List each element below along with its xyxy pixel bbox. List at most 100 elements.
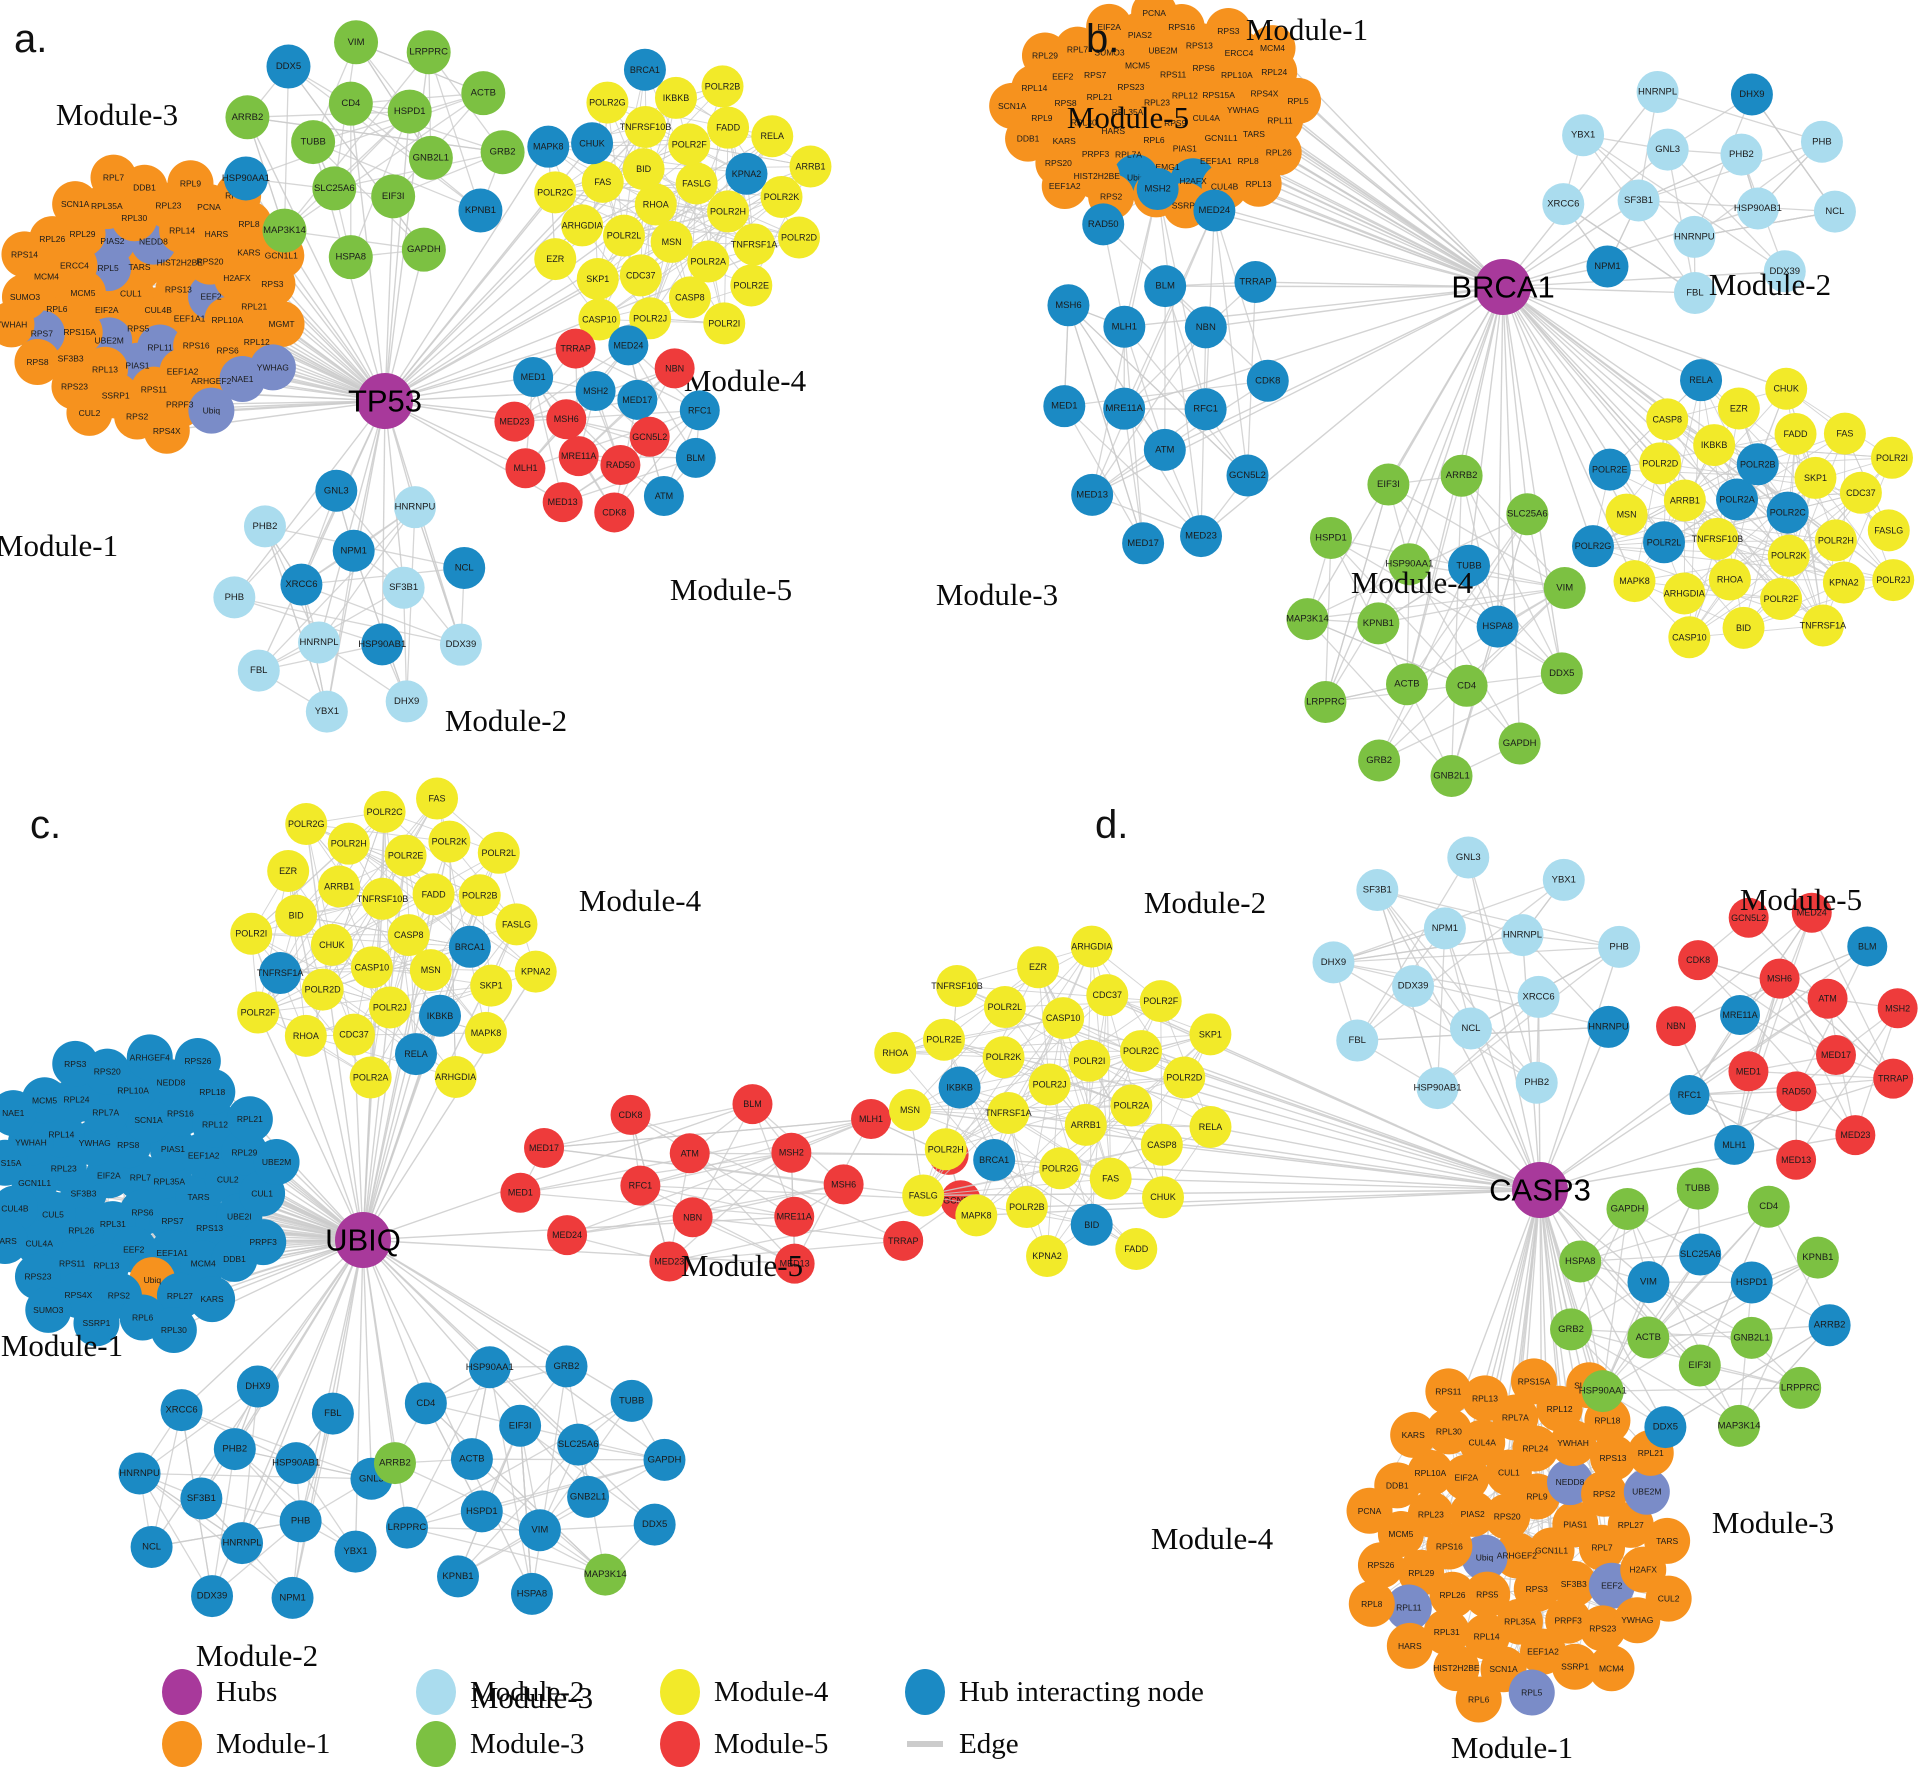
node-gnb2l1[interactable]: [1730, 1316, 1773, 1359]
node-actb[interactable]: [1385, 663, 1428, 706]
node-med13[interactable]: [1776, 1139, 1817, 1180]
node-rpl13[interactable]: [1235, 160, 1282, 207]
node-polr2c[interactable]: [363, 790, 406, 833]
node-rps15a[interactable]: [1510, 1358, 1557, 1405]
node-dhx9[interactable]: [1730, 73, 1773, 116]
node-blm[interactable]: [675, 437, 716, 478]
node-cdk8[interactable]: [1678, 940, 1719, 981]
node-cdc37[interactable]: [1839, 471, 1882, 514]
node-brca1[interactable]: [623, 48, 666, 91]
node-rps26[interactable]: [1357, 1542, 1404, 1589]
node-hsp90aa1[interactable]: [1581, 1370, 1624, 1413]
node-polr2i[interactable]: [1068, 1039, 1111, 1082]
node-ddx5[interactable]: [633, 1503, 676, 1546]
node-rela[interactable]: [751, 115, 794, 158]
node-rfc1[interactable]: [679, 390, 720, 431]
node-polr2k[interactable]: [428, 820, 471, 863]
node-hspd1[interactable]: [1309, 517, 1352, 560]
node-rps26[interactable]: [174, 1037, 221, 1084]
node-rad50[interactable]: [1776, 1071, 1817, 1112]
node-ddx5[interactable]: [1540, 652, 1583, 695]
node-ssrp1[interactable]: [73, 1300, 120, 1347]
node-tubb[interactable]: [291, 120, 336, 165]
node-hnrnpl[interactable]: [298, 621, 341, 664]
node-tubb[interactable]: [1676, 1167, 1719, 1210]
node-mlh1[interactable]: [1714, 1124, 1755, 1165]
node-med23[interactable]: [649, 1241, 690, 1282]
node-eif3i[interactable]: [371, 174, 416, 219]
node-vim[interactable]: [518, 1509, 561, 1552]
node-nae1[interactable]: [0, 1090, 37, 1137]
node-brca1[interactable]: [973, 1138, 1016, 1181]
node-prpf3[interactable]: [1545, 1597, 1592, 1644]
node-kpna2[interactable]: [1026, 1234, 1069, 1277]
node-trrap[interactable]: [1234, 261, 1277, 304]
node-hsp90ab1[interactable]: [361, 623, 404, 666]
node-msh6[interactable]: [1759, 958, 1800, 999]
node-rpl5[interactable]: [1508, 1669, 1555, 1716]
node-ybx1[interactable]: [305, 690, 348, 733]
node-rps15a[interactable]: [0, 1139, 29, 1186]
node-xrcc6[interactable]: [1542, 183, 1585, 226]
node-kpnb1[interactable]: [437, 1555, 480, 1598]
node-scn1a[interactable]: [989, 82, 1036, 129]
node-casp10[interactable]: [578, 298, 621, 341]
node-polr2i[interactable]: [1870, 436, 1913, 479]
node-blm[interactable]: [732, 1084, 773, 1125]
node-msh6[interactable]: [1047, 284, 1090, 327]
node-lrpprc[interactable]: [1779, 1366, 1822, 1409]
node-fbl[interactable]: [1336, 1019, 1379, 1062]
node-mre11a[interactable]: [1103, 387, 1146, 430]
node-arrb1[interactable]: [1064, 1103, 1107, 1146]
node-hnrnpu[interactable]: [1587, 1005, 1630, 1048]
node-fbl[interactable]: [1673, 271, 1716, 314]
node-ybx1[interactable]: [1542, 858, 1585, 901]
node-arrb1[interactable]: [789, 145, 832, 188]
node-rhoa[interactable]: [1708, 558, 1751, 601]
node-polr2g[interactable]: [285, 802, 328, 845]
node-hars[interactable]: [1386, 1622, 1433, 1669]
node-ikbkb[interactable]: [654, 76, 697, 119]
node-lrpprc[interactable]: [406, 30, 451, 75]
node-dhx9[interactable]: [236, 1365, 279, 1408]
node-arrb1[interactable]: [1663, 479, 1706, 522]
node-cdc37[interactable]: [332, 1013, 375, 1056]
node-msh2[interactable]: [1136, 168, 1179, 211]
node-eif2a[interactable]: [1086, 3, 1133, 50]
node-med17[interactable]: [617, 379, 658, 420]
node-hnrnpl[interactable]: [221, 1522, 264, 1565]
node-msh6[interactable]: [546, 399, 587, 440]
node-faslg[interactable]: [495, 903, 538, 946]
node-tnfrsf10b[interactable]: [936, 965, 979, 1008]
node-eif2a[interactable]: [1443, 1454, 1490, 1501]
node-ddx39[interactable]: [191, 1575, 234, 1618]
node-gnb2l1[interactable]: [567, 1475, 610, 1518]
node-ybx1[interactable]: [1562, 114, 1605, 157]
hub-tp53[interactable]: [357, 373, 413, 429]
node-med13[interactable]: [774, 1243, 815, 1284]
node-sf3b1[interactable]: [1617, 179, 1660, 222]
node-dhx9[interactable]: [1312, 941, 1355, 984]
node-gnl3[interactable]: [315, 469, 358, 512]
node-nbn[interactable]: [1184, 306, 1227, 349]
node-polr2d[interactable]: [778, 216, 821, 259]
node-polr2l[interactable]: [477, 831, 520, 874]
node-sf3b1[interactable]: [382, 566, 425, 609]
node-tnfrsf1a[interactable]: [733, 223, 776, 266]
node-rps5[interactable]: [1464, 1571, 1511, 1618]
node-med17[interactable]: [1815, 1035, 1856, 1076]
node-ddx39[interactable]: [1763, 250, 1806, 293]
node-gcn5l2[interactable]: [1226, 454, 1269, 497]
node-actb[interactable]: [461, 71, 506, 116]
node-med1[interactable]: [1728, 1051, 1769, 1092]
node-hspa8[interactable]: [328, 235, 373, 280]
node-kpna2[interactable]: [1822, 561, 1865, 604]
node-polr2a[interactable]: [1110, 1084, 1153, 1127]
node-casp8[interactable]: [1646, 398, 1689, 441]
node-skp1[interactable]: [1189, 1013, 1232, 1056]
node-npm1[interactable]: [271, 1576, 314, 1619]
node-bid[interactable]: [275, 894, 318, 937]
node-cdk8[interactable]: [610, 1094, 651, 1135]
node-med1[interactable]: [513, 356, 554, 397]
node-ikbkb[interactable]: [418, 994, 461, 1037]
